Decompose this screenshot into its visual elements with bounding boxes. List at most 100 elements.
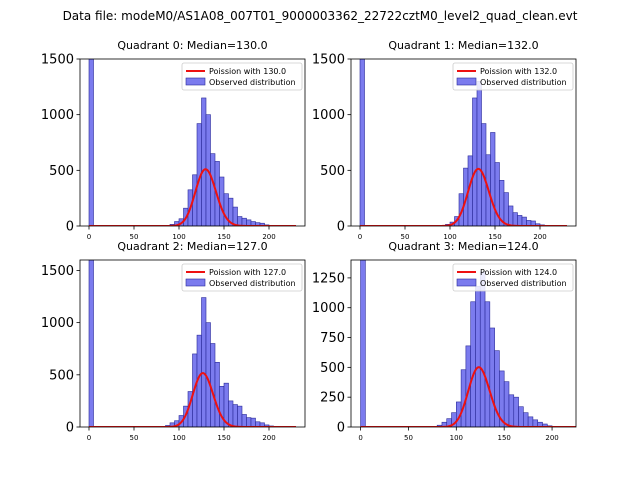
subplot-quadrant-0: Quadrant 0: Median=130.0 0 500 1000 1500 0 50 1… [41,39,306,241]
subplot-title: Quadrant 0: Median=130.0 [117,39,267,52]
legend-box [181,263,303,292]
histogram-bar [517,215,523,226]
histogram-bar [508,394,515,427]
plot-area [88,59,296,226]
histogram-bar [219,176,225,226]
histogram-bar [201,97,207,226]
histogram-bar [210,153,216,226]
histogram-bar [532,419,539,427]
y-tick-label: 500 [49,368,74,383]
histogram-bar [246,417,252,427]
histogram-bar [512,212,518,226]
histogram-bar [228,400,234,427]
histogram-bar [219,385,225,427]
y-tick-label: 1500 [312,53,345,68]
histogram-bar [518,406,524,427]
x-tick-label: 50 [404,434,413,442]
histogram-bar [205,322,211,427]
legend-bar-swatch [185,278,206,287]
y-tick-label: 500 [320,361,345,376]
histogram-bar [88,59,94,226]
x-tick-label: 200 [545,434,558,442]
x-tick-label: 50 [401,233,410,241]
axes-frame [350,259,577,428]
x-tick-label: 150 [217,434,230,442]
histogram-bar [88,260,94,427]
legend-bar-swatch [456,278,477,287]
legend-label-observed: Observed distribution [209,78,296,87]
legend-label-observed: Observed distribution [480,78,567,87]
subplot-quadrant-2: Quadrant 2: Median=127.0 0 500 1000 1500 0 50 1… [41,240,306,442]
x-tick-label: 150 [498,434,511,442]
histogram-bar [360,260,366,427]
y-tick-label: 1500 [41,53,74,68]
x-tick-label: 0 [358,434,362,442]
x-tick-label: 100 [443,233,456,241]
y-tick-label: 500 [320,164,345,179]
poisson-curve [360,167,567,226]
y-tick-label: 500 [49,164,74,179]
histogram-bar [232,206,238,226]
y-tick-label: 0 [66,421,74,436]
y-tick-label: 0 [337,421,345,436]
histogram-bar [201,297,207,427]
y-tick-label: 0 [66,220,74,235]
subplot-title: Quadrant 2: Median=127.0 [117,240,267,253]
y-tick-label: 250 [320,391,345,406]
histogram-bar [241,217,247,226]
legend-box [452,62,574,91]
legend: Poission with 130.0 Observed distribution [181,62,303,91]
x-tick-label: 200 [533,233,546,241]
plot-area [359,59,567,226]
histogram-bar [250,417,256,427]
plot-area [88,260,296,427]
histogram-bar [470,301,476,427]
y-tick-label: 1500 [41,264,74,279]
legend: Poission with 127.0 Observed distribution [181,263,303,292]
histogram-bar [476,80,482,226]
legend-box [452,263,574,292]
histogram-bar [503,192,509,226]
histogram-bar [241,414,247,427]
poisson-curve [89,168,296,226]
axes-frame [79,259,306,428]
x-tick-label: 50 [130,434,139,442]
figure-title: Data file: modeM0/AS1A08_007T01_90000033… [63,9,578,23]
y-tick-label: 1250 [312,271,345,286]
histogram-bar [490,132,496,226]
subplot-quadrant-3: Quadrant 3: Median=124.00250500750100012… [312,240,577,442]
y-tick-label: 1000 [312,301,345,316]
histogram-bar [513,396,519,427]
legend-label-observed: Observed distribution [480,279,567,288]
x-tick-label: 0 [358,233,362,241]
x-tick-label: 100 [172,233,185,241]
x-tick-label: 200 [262,233,275,241]
poisson-curve [89,372,296,427]
y-tick-label: 0 [337,220,345,235]
legend-label-poisson: Poission with 132.0 [480,67,557,76]
legend-box [181,62,303,91]
histogram-bar [479,271,486,427]
legend-bar-swatch [456,77,477,86]
poisson-curve [360,366,576,427]
y-tick-label: 1000 [41,316,74,331]
plot-area [360,260,576,427]
legend-label-poisson: Poission with 130.0 [209,67,286,76]
histogram-bar [503,381,510,427]
subplot-title: Quadrant 3: Median=124.0 [388,240,538,253]
histogram-bar [508,205,514,226]
histogram-bar [484,301,491,427]
legend-bar-swatch [185,77,206,86]
histogram-bar [475,285,481,427]
subplot-quadrant-1: Quadrant 1: Median=132.0 0 500 1000 1500 0 50 1… [312,39,577,241]
y-tick-label: 750 [320,331,345,346]
subplot-title: Quadrant 1: Median=132.0 [388,39,538,52]
x-tick-label: 0 [87,233,91,241]
histogram-bar [214,361,220,427]
histogram-bar [489,327,495,427]
x-tick-label: 100 [172,434,185,442]
axes-frame [79,58,306,227]
x-tick-label: 100 [450,434,463,442]
